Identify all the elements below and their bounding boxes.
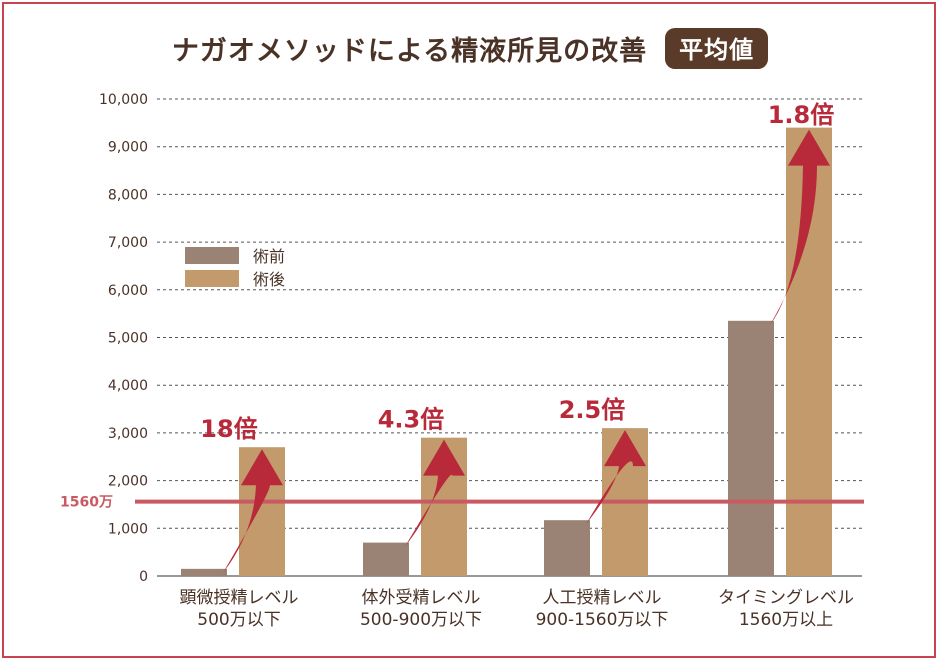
y-tick-label: 2,000 (108, 474, 148, 490)
bar-before (363, 542, 409, 576)
category-label: 人工授精レベル (543, 588, 662, 608)
y-tick-label: 1,000 (108, 521, 148, 537)
category-sublabel: 500-900万以下 (360, 610, 482, 630)
category-label: タイミングレベル (718, 588, 854, 608)
bar-before (544, 520, 590, 576)
reference-line-label: 1560万 (60, 495, 113, 511)
legend-label: 術前 (253, 247, 285, 266)
y-tick-label: 0 (139, 569, 148, 585)
increase-arrow (770, 129, 830, 325)
legend-swatch (185, 270, 239, 287)
y-tick-label: 10,000 (99, 92, 148, 108)
y-tick-label: 5,000 (108, 331, 148, 347)
chart-title: ナガオメソッドによる精液所見の改善 (171, 36, 648, 67)
ratio-label: 18倍 (200, 415, 257, 443)
chart-title-row: ナガオメソッドによる精液所見の改善 平均値 (0, 28, 940, 69)
y-tick-label: 4,000 (108, 378, 148, 394)
category-label: 体外受精レベル (362, 588, 481, 608)
ratio-label: 4.3倍 (378, 406, 445, 434)
category-label: 顕微授精レベル (180, 588, 299, 608)
y-tick-label: 3,000 (108, 426, 148, 442)
ratio-label: 2.5倍 (559, 396, 626, 424)
y-tick-label: 9,000 (108, 140, 148, 156)
average-badge: 平均値 (665, 28, 769, 69)
y-tick-label: 7,000 (108, 235, 148, 251)
y-tick-label: 8,000 (108, 187, 148, 203)
bar-before (181, 568, 227, 576)
y-tick-label: 6,000 (108, 283, 148, 299)
legend-label: 術後 (253, 270, 285, 289)
bar-before (728, 320, 774, 576)
category-sublabel: 500万以下 (197, 610, 280, 630)
category-sublabel: 1560万以上 (739, 610, 833, 630)
category-sublabel: 900-1560万以下 (536, 610, 669, 630)
legend-swatch (185, 247, 239, 264)
ratio-label: 1.8倍 (768, 101, 835, 129)
increase-arrow (586, 430, 646, 525)
increase-arrow (405, 439, 465, 547)
increase-arrow (223, 449, 283, 573)
